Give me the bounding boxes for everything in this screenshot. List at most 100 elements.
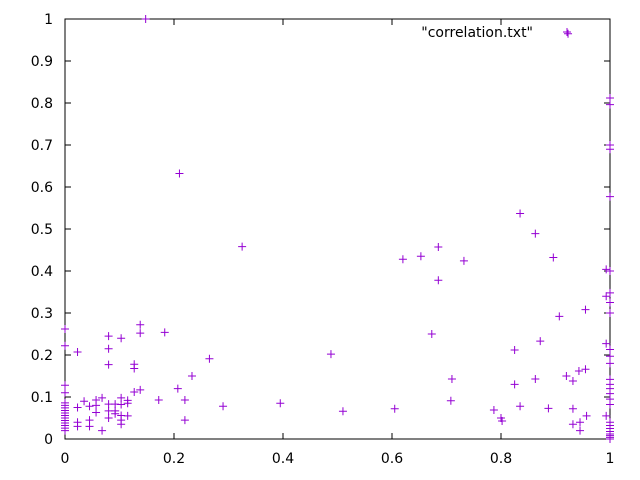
data-point: [130, 387, 139, 396]
data-point: [562, 372, 571, 380]
data-point: [123, 411, 132, 420]
data-point: [85, 422, 94, 431]
data-point: [606, 192, 614, 201]
data-point: [516, 402, 525, 411]
data-point: [549, 253, 558, 262]
data-point: [160, 328, 169, 337]
data-point: [606, 435, 614, 443]
data-point: [104, 344, 113, 353]
y-tick-label: 0.2: [31, 348, 53, 364]
data-point: [581, 365, 590, 374]
data-point: [602, 292, 611, 301]
data-point: [574, 366, 583, 375]
y-axis: 0 0.1 0.2 0.3 0.4 0.5 0.6 0.7 0.8 0.9 1: [31, 12, 610, 448]
data-point: [276, 399, 285, 408]
data-point: [582, 411, 591, 420]
data-point: [531, 374, 540, 383]
y-tick-label: 0: [44, 432, 53, 448]
data-point: [117, 393, 126, 402]
data-point: [180, 416, 189, 425]
data-point: [576, 426, 585, 435]
data-point: [498, 416, 507, 425]
data-point: [205, 354, 214, 363]
data-point: [104, 360, 113, 369]
data-point: [73, 403, 82, 412]
data-point: [73, 348, 82, 357]
data-point: [555, 312, 564, 321]
y-tick-label: 0.8: [31, 96, 53, 112]
data-point: [136, 385, 145, 394]
data-point: [516, 209, 525, 218]
data-point: [606, 352, 614, 361]
data-point: [606, 93, 614, 102]
data-point: [136, 329, 145, 338]
data-point: [398, 255, 407, 264]
data-point: [606, 267, 614, 275]
data-point: [92, 408, 101, 417]
series-points: [61, 15, 614, 443]
data-point: [606, 288, 614, 297]
y-tick-label: 0.1: [31, 390, 53, 406]
data-point: [459, 256, 468, 265]
y-tick-label: 0.9: [31, 54, 53, 70]
legend-marker-symbol: [563, 28, 571, 36]
data-point: [606, 298, 614, 307]
y-tick-label: 0.5: [31, 222, 53, 238]
data-point: [180, 395, 189, 404]
x-tick-label: 0.4: [272, 451, 294, 467]
data-point: [568, 404, 577, 413]
data-point: [61, 388, 69, 397]
data-point: [510, 345, 519, 354]
y-tick-label: 0.3: [31, 306, 53, 322]
data-point: [606, 400, 614, 409]
data-point: [173, 384, 182, 393]
data-point: [568, 377, 577, 386]
data-point: [85, 402, 94, 411]
data-point: [117, 400, 126, 409]
data-point: [489, 406, 498, 415]
data-point: [446, 396, 455, 405]
data-point: [123, 399, 132, 408]
data-point: [602, 265, 611, 274]
data-point: [606, 100, 614, 109]
data-point: [92, 401, 101, 410]
data-point: [73, 422, 82, 431]
data-point: [602, 411, 611, 420]
x-tick-label: 0.8: [490, 451, 512, 467]
data-point: [219, 402, 228, 411]
data-point: [80, 397, 89, 406]
data-point: [544, 404, 553, 413]
data-point: [154, 395, 163, 404]
data-point: [427, 330, 436, 338]
data-point: [130, 364, 139, 373]
data-point: [61, 324, 69, 333]
data-point: [606, 309, 614, 317]
y-tick-label: 0.7: [31, 138, 53, 154]
data-point: [117, 420, 126, 429]
data-point: [510, 380, 519, 389]
data-point: [434, 243, 443, 252]
x-tick-label: 1: [606, 451, 615, 467]
legend-marker: [563, 28, 571, 36]
data-point: [98, 426, 107, 435]
data-point: [104, 414, 113, 422]
data-point: [536, 337, 545, 346]
plot-frame: [64, 18, 611, 440]
data-point: [141, 15, 150, 23]
legend-label: "correlation.txt": [421, 25, 533, 41]
data-point: [434, 276, 443, 285]
data-point: [416, 252, 425, 261]
data-point: [238, 242, 247, 251]
data-point: [606, 359, 614, 368]
data-point: [104, 332, 113, 341]
data-point: [602, 339, 611, 348]
data-point: [338, 407, 347, 416]
y-tick-label: 0.6: [31, 180, 53, 196]
data-point: [576, 418, 585, 427]
data-point: [531, 229, 540, 238]
y-tick-label: 0.4: [31, 264, 53, 280]
x-tick-label: 0.2: [163, 451, 185, 467]
data-point: [447, 374, 456, 383]
